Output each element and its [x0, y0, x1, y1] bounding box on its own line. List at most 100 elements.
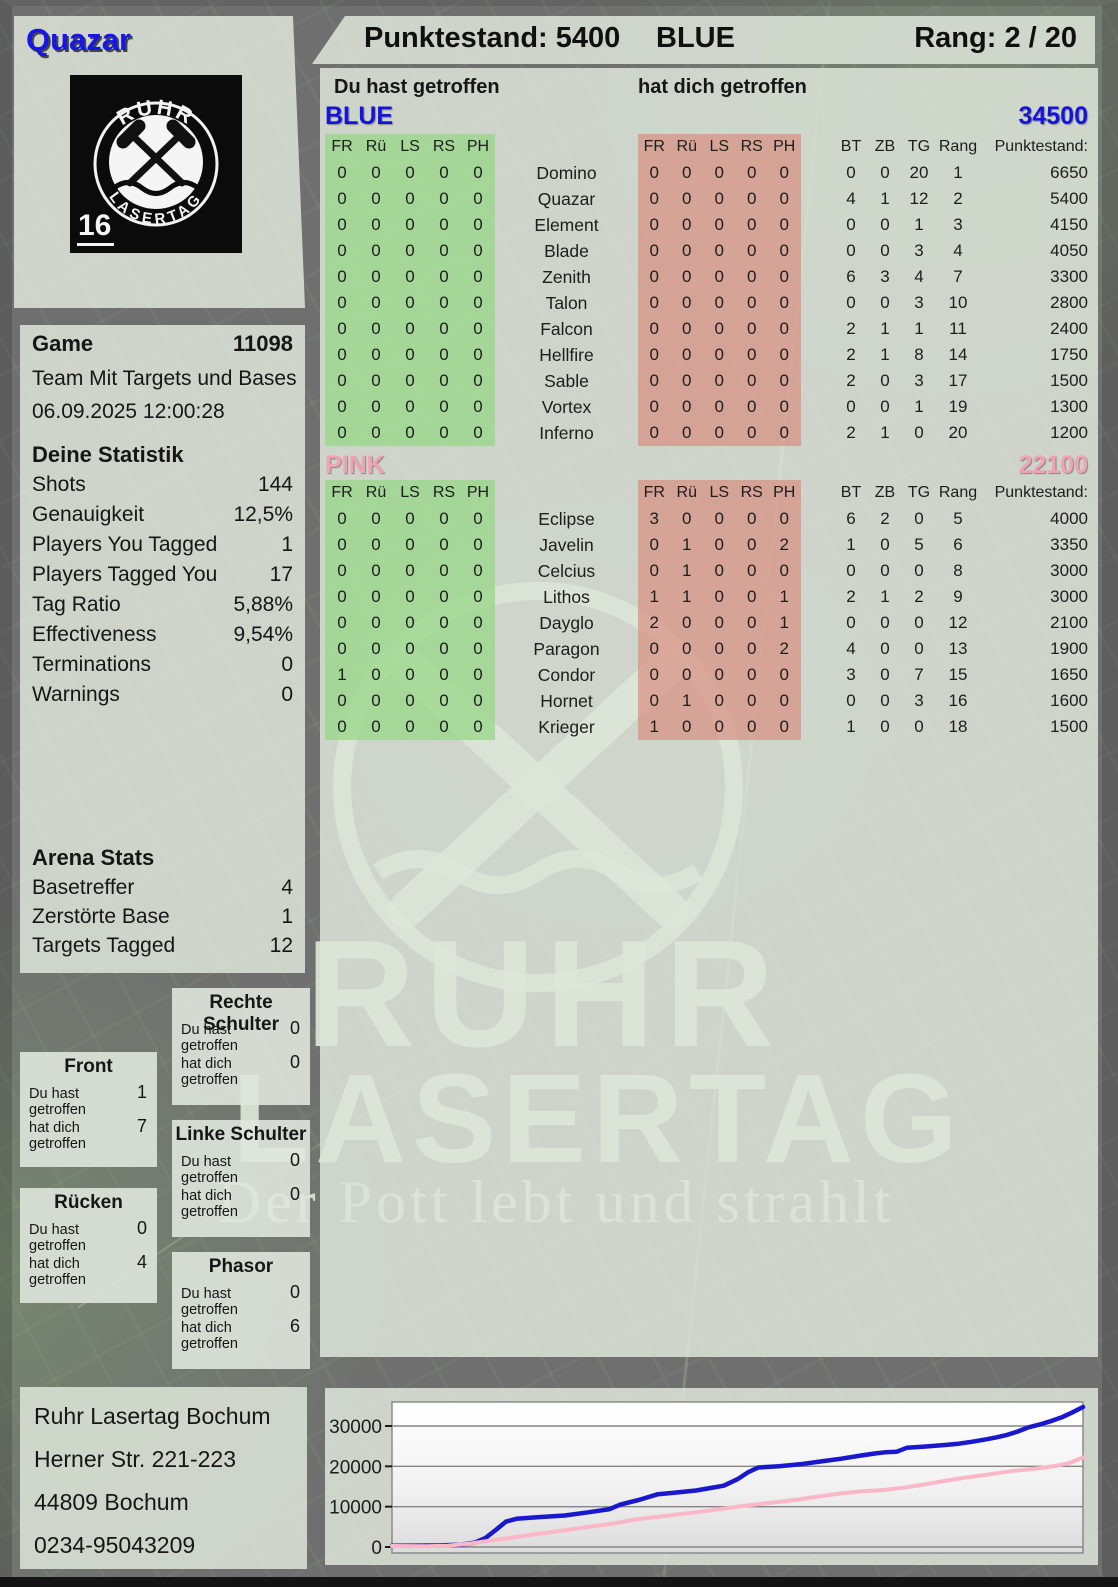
you-hit-cell: 0 — [427, 662, 461, 688]
row-spacer — [801, 212, 835, 238]
score-cell: 1900 — [1050, 639, 1088, 658]
y-tick-label: 20000 — [329, 1457, 382, 1478]
rank-cell: 4 — [953, 241, 963, 260]
row-spacer — [801, 610, 835, 636]
y-tick-label: 0 — [371, 1538, 382, 1559]
you-hit-cell: 0 — [393, 186, 427, 212]
zb-cell: 0 — [880, 397, 890, 416]
you-hit-cell: 0 — [325, 420, 359, 446]
you-hit-cell: 0 — [359, 610, 393, 636]
hit-you-cell: 0 — [638, 160, 671, 186]
address-line: 0234-95043209 — [34, 1532, 196, 1558]
you-hit-cell: 0 — [325, 316, 359, 342]
header-panel: Punktestand: 5400 BLUE Rang: 2 / 20 — [312, 16, 1095, 64]
hit-you-cell: 0 — [703, 186, 736, 212]
column-header: Rang — [938, 484, 978, 501]
score-cell: 2400 — [1050, 319, 1088, 338]
hit-you-cell: 0 — [735, 610, 768, 636]
score-cell: 3350 — [1050, 535, 1088, 554]
hit-you-cell: 0 — [638, 420, 671, 446]
you-hit-cell: 0 — [427, 316, 461, 342]
hit-you-cell: 0 — [638, 636, 671, 662]
hit-you-cell: 0 — [735, 394, 768, 420]
zb-cell: 2 — [880, 509, 890, 528]
row-spacer — [801, 662, 835, 688]
row-spacer — [801, 316, 835, 342]
tg-cell: 0 — [914, 509, 924, 528]
player-name-cell: Blade — [544, 241, 589, 261]
tg-cell: 0 — [914, 561, 924, 580]
player-name-cell: Javelin — [539, 535, 594, 555]
hit-you-cell: 0 — [703, 420, 736, 446]
you-hit-cell: 0 — [393, 636, 427, 662]
column-header: LS — [393, 480, 427, 506]
tg-cell: 7 — [914, 665, 924, 684]
you-hit-cell: 0 — [359, 212, 393, 238]
score-cell: 5400 — [1050, 189, 1088, 208]
stat-label: Players Tagged You — [32, 563, 218, 586]
rank-value: 2 / 20 — [1004, 22, 1077, 54]
bt-cell: 3 — [846, 665, 856, 684]
you-hit-cell: 0 — [461, 160, 495, 186]
team-total: 22100 — [1018, 451, 1088, 479]
hit-you-cell: 0 — [735, 662, 768, 688]
hit-you-row: hat dich getroffen 0 — [181, 1184, 300, 1220]
hit-you-cell: 0 — [768, 186, 801, 212]
hit-you-cell: 0 — [768, 238, 801, 264]
you-hit-cell: 0 — [461, 316, 495, 342]
your-stat-row: Tag Ratio 5,88% — [32, 592, 293, 617]
score-cell: 3300 — [1050, 267, 1088, 286]
hit-you-cell: 0 — [703, 368, 736, 394]
hit-you-label: hat dich getroffen — [29, 1120, 86, 1152]
you-hit-cell: 0 — [359, 506, 393, 532]
hit-you-cell: 0 — [768, 558, 801, 584]
you-hit-cell: 0 — [461, 714, 495, 740]
hit-you-cell: 0 — [735, 290, 768, 316]
hit-you-cell: 2 — [638, 610, 671, 636]
hit-you-cell: 2 — [768, 532, 801, 558]
you-hit-cell: 0 — [325, 368, 359, 394]
you-hit-cell: 0 — [461, 368, 495, 394]
hit-you-cell: 0 — [703, 316, 736, 342]
column-header: BT — [840, 138, 862, 155]
hit-you-cell: 1 — [670, 584, 703, 610]
hit-you-cell: 0 — [638, 264, 671, 290]
hit-you-cell: 0 — [670, 394, 703, 420]
stat-value: 1 — [281, 905, 293, 928]
bottom-edge — [0, 1577, 1118, 1587]
you-hit-value: 1 — [136, 1082, 147, 1102]
zb-cell: 1 — [880, 319, 890, 338]
rank-cell: 13 — [948, 639, 968, 658]
you-hit-row: Du hast getroffen 1 — [29, 1082, 147, 1118]
hit-you-cell: 0 — [735, 316, 768, 342]
score-cell: 4050 — [1050, 241, 1088, 260]
hit-you-cell: 1 — [768, 584, 801, 610]
hit-you-cell: 0 — [703, 342, 736, 368]
rank-cell: 2 — [953, 189, 963, 208]
team-heading: BLUE 34500 — [325, 102, 1088, 131]
column-header: Rang — [938, 138, 978, 155]
you-hit-cell: 0 — [325, 610, 359, 636]
you-hit-cell: 0 — [393, 212, 427, 238]
bt-cell: 0 — [846, 215, 856, 234]
hit-you-cell: 0 — [638, 238, 671, 264]
game-title: Game — [32, 331, 94, 356]
you-hit-cell: 0 — [393, 238, 427, 264]
you-hit-cell: 0 — [393, 610, 427, 636]
player-name-cell: Domino — [536, 163, 597, 183]
zb-cell: 0 — [880, 691, 890, 710]
you-hit-cell: 0 — [393, 394, 427, 420]
rank-cell: 14 — [948, 345, 968, 364]
hit-location-title: Front — [64, 1056, 113, 1077]
tg-cell: 4 — [914, 267, 924, 286]
tg-cell: 5 — [914, 535, 924, 554]
tg-cell: 1 — [914, 319, 924, 338]
hit-you-cell: 0 — [670, 506, 703, 532]
bt-cell: 0 — [846, 691, 856, 710]
your-stat-row: Players You Tagged 1 — [32, 532, 293, 557]
column-header: LS — [703, 480, 736, 506]
hit-you-cell: 0 — [670, 610, 703, 636]
column-header: LS — [393, 134, 427, 160]
game-header-row: Game 11098 — [32, 331, 293, 357]
hit-you-cell: 0 — [670, 160, 703, 186]
